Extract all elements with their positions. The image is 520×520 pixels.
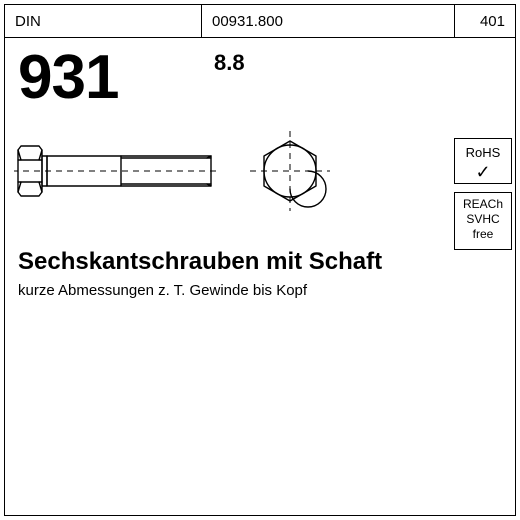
- check-icon: ✓: [455, 161, 511, 184]
- reach-line2: SVHC: [466, 212, 499, 226]
- strength-grade: 8.8: [214, 50, 245, 76]
- header-code: 00931.800: [212, 13, 283, 30]
- header-row: DIN 00931.800 401: [4, 4, 516, 38]
- reach-line3: free: [473, 227, 494, 241]
- header-std-cell: DIN: [4, 4, 202, 38]
- reach-line1: REACh: [463, 197, 503, 211]
- header-page: 401: [480, 13, 505, 30]
- reach-badge: REACh SVHC free: [454, 192, 512, 250]
- product-title: Sechskantschrauben mit Schaft: [18, 248, 382, 276]
- product-subtitle: kurze Abmessungen z. T. Gewinde bis Kopf: [18, 282, 307, 299]
- rohs-label: RoHS: [466, 145, 501, 160]
- header-page-cell: 401: [454, 4, 516, 38]
- header-code-cell: 00931.800: [201, 4, 455, 38]
- header-std-label: DIN: [15, 13, 41, 30]
- din-number: 931: [18, 42, 118, 113]
- rohs-badge: RoHS ✓: [454, 138, 512, 184]
- technical-drawing: [14, 124, 504, 234]
